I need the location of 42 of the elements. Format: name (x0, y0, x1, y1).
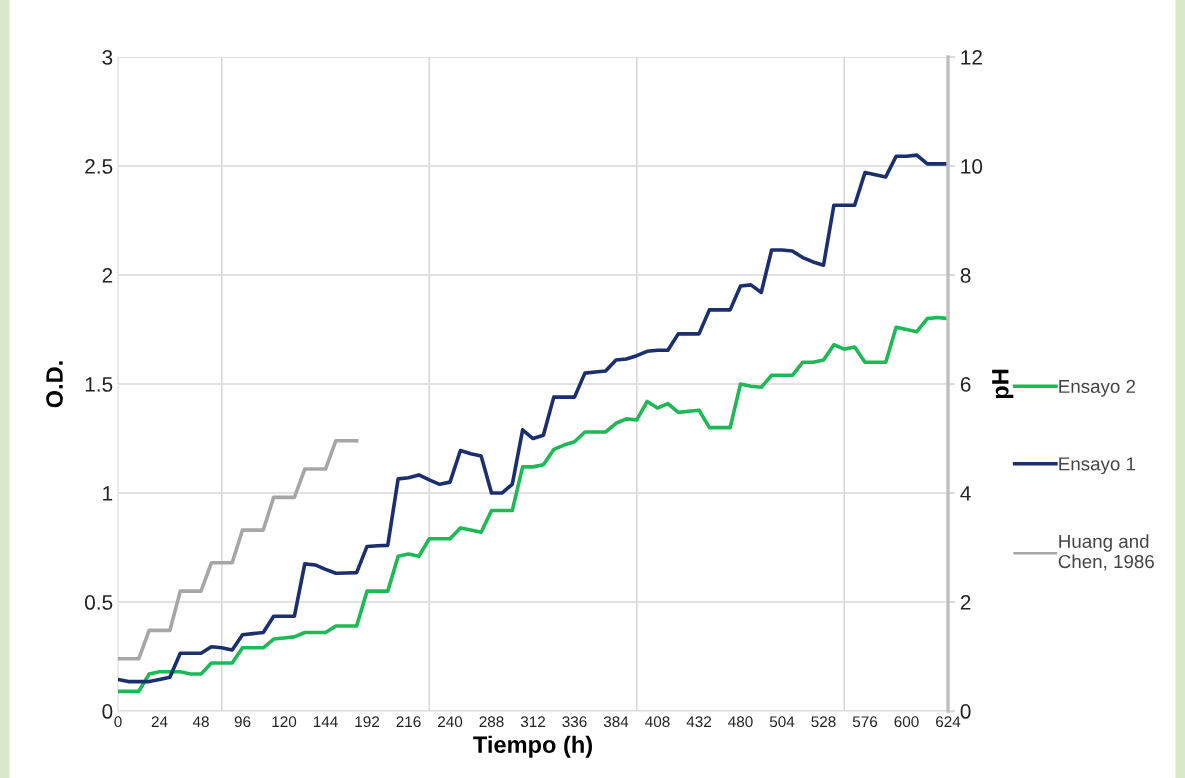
x-tick-label: 504 (769, 716, 795, 728)
x-tick-label: 624 (936, 716, 961, 728)
x-tick-label: 600 (894, 716, 919, 728)
legend-label: Ensayo 1 (1059, 457, 1136, 475)
y2-tick-label: 2 (960, 595, 971, 610)
x-tick-label: 192 (355, 716, 379, 728)
x-tick-label: 24 (151, 716, 168, 727)
x-tick-label: 312 (520, 716, 545, 728)
y2-tick-label: 10 (961, 159, 983, 174)
x-tick-label: 120 (272, 716, 297, 728)
y-tick-label: 1 (103, 486, 113, 501)
y2-tick-label: 4 (960, 486, 971, 501)
x-tick-label: 216 (396, 716, 421, 728)
x-tick-label: 432 (686, 716, 711, 728)
y2-tick-label: 6 (960, 377, 971, 392)
line-series (118, 315, 948, 694)
y-tick-label: 0.5 (85, 595, 113, 610)
x-tick-label: 576 (852, 716, 878, 728)
x-tick-label: 408 (645, 716, 670, 728)
x-tick-label: 144 (313, 716, 338, 727)
x-tick-label: 384 (603, 716, 629, 728)
x-tick-label: 48 (192, 716, 209, 728)
y-tick-label: 2.5 (85, 159, 113, 174)
y2-axis-title: pH (992, 369, 1014, 399)
x-axis-title: Tiempo (h) (473, 735, 592, 758)
line-series (118, 438, 359, 661)
y-tick-label: 3 (102, 50, 113, 65)
y-tick-label: 1.5 (85, 377, 113, 392)
x-tick-label: 336 (562, 716, 587, 728)
line-series (118, 153, 948, 684)
legend-label: Ensayo 2 (1059, 379, 1136, 397)
x-tick-label: 96 (234, 716, 251, 728)
y-axis-title: O.D. (46, 361, 63, 408)
y-tick-label: 2 (102, 268, 113, 283)
y2-tick-label: 12 (961, 50, 982, 65)
x-tick-label: 480 (728, 716, 753, 728)
x-tick-label: 288 (479, 716, 504, 728)
x-tick-label: 528 (811, 716, 836, 728)
y2-tick-label: 8 (960, 268, 971, 283)
x-tick-label: 0 (114, 716, 122, 728)
x-tick-label: 240 (438, 716, 463, 728)
legend-label: Huang and Chen, 1986 (1058, 534, 1154, 571)
